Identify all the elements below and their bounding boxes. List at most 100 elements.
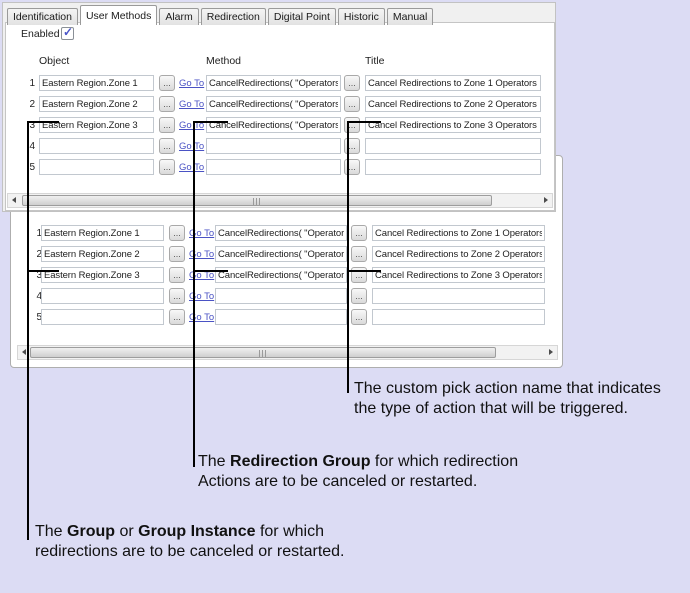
object-input-z4[interactable] (41, 288, 164, 304)
tab-user-methods[interactable]: User Methods (79, 5, 158, 25)
method-browse-button[interactable]: ... (351, 246, 367, 262)
title-input-z1[interactable] (372, 225, 545, 241)
title-input-row1[interactable] (365, 75, 541, 91)
tab-identification[interactable]: Identification (7, 8, 78, 25)
title-input-z2[interactable] (372, 246, 545, 262)
goto-link[interactable]: Go To (179, 162, 205, 173)
method-browse-button[interactable]: ... (351, 309, 367, 325)
method-input-z3[interactable] (215, 267, 347, 283)
scroll-right-icon[interactable] (544, 346, 557, 359)
object-input-row2[interactable] (39, 96, 154, 112)
object-browse-button[interactable]: ... (159, 117, 175, 133)
goto-link[interactable]: Go To (179, 78, 205, 89)
goto-link[interactable]: Go To (179, 141, 205, 152)
object-browse-button[interactable]: ... (159, 75, 175, 91)
row-number: 4 (36, 291, 42, 302)
horizontal-scrollbar[interactable] (7, 193, 553, 208)
method-input-row1[interactable] (206, 75, 341, 91)
row-number: 5 (36, 312, 42, 323)
tab-alarm[interactable]: Alarm (159, 8, 199, 25)
scroll-left-icon[interactable] (18, 346, 31, 359)
scrollbar-thumb[interactable] (30, 347, 496, 358)
row-number: 1 (29, 78, 35, 89)
title-input-z4[interactable] (372, 288, 545, 304)
method-caption: The Redirection Group for which redirect… (198, 452, 558, 492)
caption-line: Actions are to be canceled or restarted. (198, 473, 478, 490)
object-browse-button[interactable]: ... (169, 246, 185, 262)
caption-line: The custom pick action name that indicat… (354, 380, 661, 397)
object-input-row1[interactable] (39, 75, 154, 91)
title-input-row4[interactable] (365, 138, 541, 154)
title-input-z5[interactable] (372, 309, 545, 325)
scroll-left-icon[interactable] (8, 194, 21, 207)
title-input-z3[interactable] (372, 267, 545, 283)
object-input-z3[interactable] (41, 267, 164, 283)
method-input-row2[interactable] (206, 96, 341, 112)
object-caption: The Group or Group Instance for which re… (35, 522, 365, 562)
object-browse-button[interactable]: ... (169, 267, 185, 283)
row-number: 2 (29, 99, 35, 110)
goto-link[interactable]: Go To (189, 291, 215, 302)
goto-link[interactable]: Go To (189, 249, 215, 260)
method-browse-button[interactable]: ... (351, 288, 367, 304)
method-browse-button[interactable]: ... (344, 96, 360, 112)
method-input-row5[interactable] (206, 159, 341, 175)
object-browse-button[interactable]: ... (169, 309, 185, 325)
enabled-checkbox[interactable]: ✓ (61, 25, 74, 40)
caption-line: redirections are to be canceled or resta… (35, 543, 345, 560)
object-browse-button[interactable]: ... (159, 96, 175, 112)
object-input-row4[interactable] (39, 138, 154, 154)
column-header-title: Title (365, 55, 385, 67)
object-browse-button[interactable]: ... (159, 159, 175, 175)
method-input-z4[interactable] (215, 288, 347, 304)
scrollbar-thumb[interactable] (22, 195, 492, 206)
method-input-z1[interactable] (215, 225, 347, 241)
grip-icon (253, 198, 261, 205)
tab-historic[interactable]: Historic (337, 8, 385, 25)
callout-line-title (347, 121, 349, 393)
row-number: 3 (36, 270, 42, 281)
title-input-row5[interactable] (365, 159, 541, 175)
caption-line: for which redirection (370, 453, 519, 470)
method-input-row3[interactable] (206, 117, 341, 133)
callout-tick-method-bottom (193, 270, 228, 272)
object-browse-button[interactable]: ... (169, 288, 185, 304)
tab-digital-point[interactable]: Digital Point (267, 8, 336, 25)
goto-link[interactable]: Go To (179, 99, 205, 110)
goto-link[interactable]: Go To (189, 228, 215, 239)
row-number: 3 (29, 120, 35, 131)
horizontal-scrollbar[interactable] (17, 345, 558, 360)
object-input-z5[interactable] (41, 309, 164, 325)
caption-line: for which (255, 523, 324, 540)
caption-line: The (198, 453, 231, 470)
callout-tick-method-top (193, 121, 228, 123)
goto-link[interactable]: Go To (189, 270, 215, 281)
title-input-row3[interactable] (365, 117, 541, 133)
method-input-z5[interactable] (215, 309, 347, 325)
object-input-row5[interactable] (39, 159, 154, 175)
title-input-row2[interactable] (365, 96, 541, 112)
object-input-z2[interactable] (41, 246, 164, 262)
method-input-z2[interactable] (215, 246, 347, 262)
object-browse-button[interactable]: ... (169, 225, 185, 241)
tab-manual[interactable]: Manual (386, 8, 434, 25)
object-browse-button[interactable]: ... (159, 138, 175, 154)
object-input-row3[interactable] (39, 117, 154, 133)
column-header-method: Method (206, 55, 242, 67)
tab-redirection[interactable]: Redirection (200, 8, 266, 25)
callout-tick-object-bottom (27, 270, 59, 272)
method-browse-button[interactable]: ... (344, 75, 360, 91)
object-input-z1[interactable] (41, 225, 164, 241)
method-browse-button[interactable]: ... (351, 225, 367, 241)
caption-line: or (115, 523, 139, 540)
scroll-right-icon[interactable] (539, 194, 552, 207)
method-input-row4[interactable] (206, 138, 341, 154)
row-number: 2 (36, 249, 42, 260)
row-number: 4 (29, 141, 35, 152)
grip-icon (259, 350, 267, 357)
goto-link[interactable]: Go To (179, 120, 205, 131)
goto-link[interactable]: Go To (189, 312, 215, 323)
properties-dialog: Identification User Methods Alarm Redire… (2, 2, 556, 212)
callout-line-object (27, 121, 29, 540)
